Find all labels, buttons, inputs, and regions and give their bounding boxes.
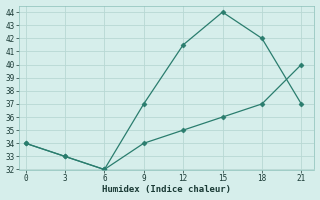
X-axis label: Humidex (Indice chaleur): Humidex (Indice chaleur) [102,185,231,194]
